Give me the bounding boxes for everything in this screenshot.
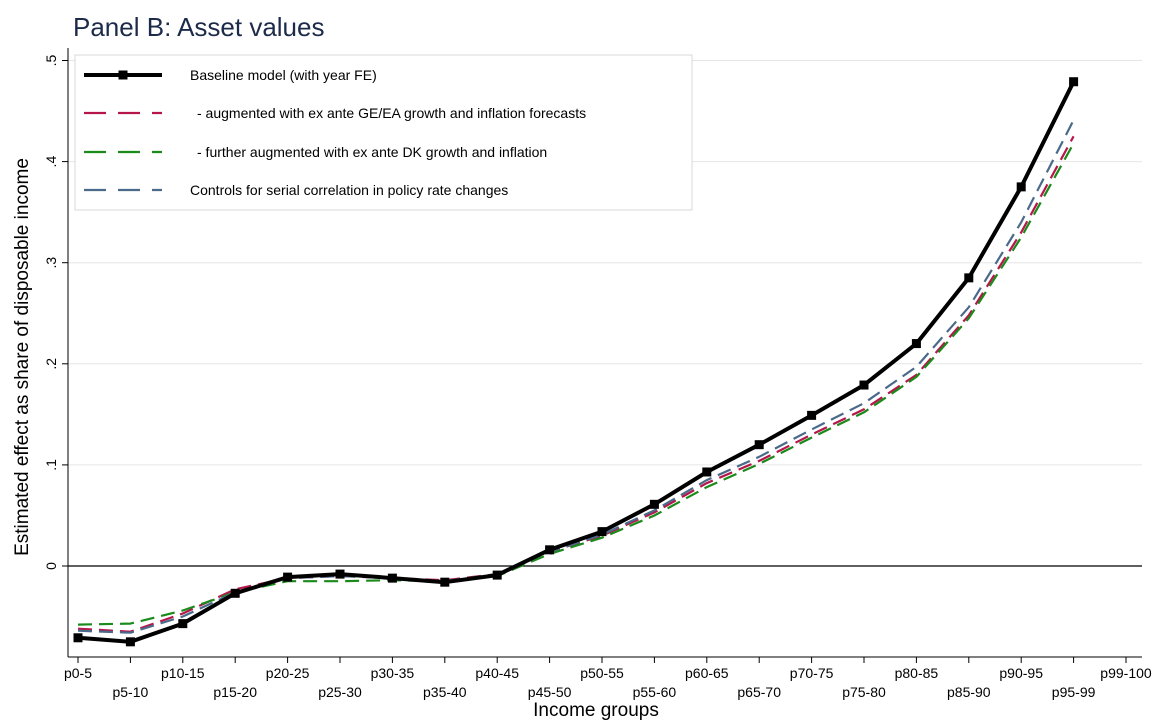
baseline-marker: [911, 339, 921, 349]
y-tick-label: .4: [43, 156, 59, 168]
chart-title: Panel B: Asset values: [73, 12, 324, 42]
baseline-marker: [1069, 77, 1079, 87]
x-tick-label: p25-30: [318, 684, 362, 700]
legend-label-3: Controls for serial correlation in polic…: [190, 182, 508, 198]
series-line-0: [77, 80, 1076, 644]
legend-label-0: Baseline model (with year FE): [190, 67, 377, 83]
x-tick-label: p0-5: [64, 665, 92, 681]
legend: Baseline model (with year FE) - augmente…: [74, 54, 693, 211]
legend-label-2: - further augmented with ex ante DK grow…: [197, 144, 547, 160]
baseline-marker: [597, 527, 607, 537]
x-tick-label: p40-45: [475, 665, 519, 681]
x-tick-label: p99-100: [1100, 665, 1152, 681]
series-group: [73, 77, 1079, 647]
x-tick-label: p20-25: [266, 665, 310, 681]
series-line-2: [77, 142, 1075, 626]
x-tick-label: p80-85: [895, 665, 939, 681]
baseline-marker: [649, 499, 659, 509]
series-line-1: [77, 135, 1075, 633]
x-tick-label: p60-65: [685, 665, 729, 681]
baseline-marker: [335, 569, 345, 579]
y-tick-label: .3: [43, 257, 59, 269]
y-tick-label: .5: [43, 54, 59, 66]
baseline-marker: [125, 637, 135, 647]
x-tick-label: p95-99: [1052, 684, 1096, 700]
baseline-marker: [545, 545, 555, 555]
baseline-marker: [807, 410, 817, 420]
baseline-marker: [964, 273, 974, 283]
x-tick-label: p65-70: [737, 684, 781, 700]
baseline-marker: [387, 573, 397, 583]
baseline-marker: [230, 588, 240, 598]
y-tick-label: .2: [43, 358, 59, 370]
legend-box: [74, 54, 693, 211]
baseline-marker: [1016, 182, 1026, 192]
baseline-marker: [73, 633, 83, 643]
baseline-marker: [859, 380, 869, 390]
baseline-marker: [702, 467, 712, 477]
x-axis: p0-5 p5-10 p10-15 p15-20 p20-25 p25-30 p30-35 p…: [64, 657, 1152, 700]
y-tick-label: 0: [43, 562, 59, 570]
y-axis: 0 .1 .2 .3 .4 .5: [43, 54, 68, 570]
y-tick-label: .1: [43, 459, 59, 471]
x-tick-label: p5-10: [112, 684, 148, 700]
x-tick-label: p35-40: [423, 684, 467, 700]
baseline-marker: [440, 577, 450, 587]
legend-label-1: - augmented with ex ante GE/EA growth an…: [197, 105, 586, 121]
x-tick-label: p10-15: [161, 665, 205, 681]
x-tick-label: p70-75: [790, 665, 834, 681]
baseline-marker: [283, 572, 293, 582]
x-tick-label: p30-35: [371, 665, 415, 681]
baseline-marker: [754, 440, 764, 450]
x-tick-label: p15-20: [213, 684, 257, 700]
x-tick-label: p50-55: [580, 665, 624, 681]
x-axis-label: Income groups: [533, 700, 659, 721]
y-axis-label: Estimated effect as share of disposable …: [12, 158, 33, 556]
legend-marker: [118, 70, 128, 80]
x-tick-label: p75-80: [842, 684, 886, 700]
x-tick-label: p90-95: [999, 665, 1043, 681]
x-tick-label: p45-50: [528, 684, 572, 700]
x-tick-label: p85-90: [947, 684, 991, 700]
baseline-marker: [492, 570, 502, 580]
x-tick-label: p55-60: [633, 684, 677, 700]
plot-frame: [67, 48, 1142, 658]
baseline-marker: [178, 619, 188, 629]
